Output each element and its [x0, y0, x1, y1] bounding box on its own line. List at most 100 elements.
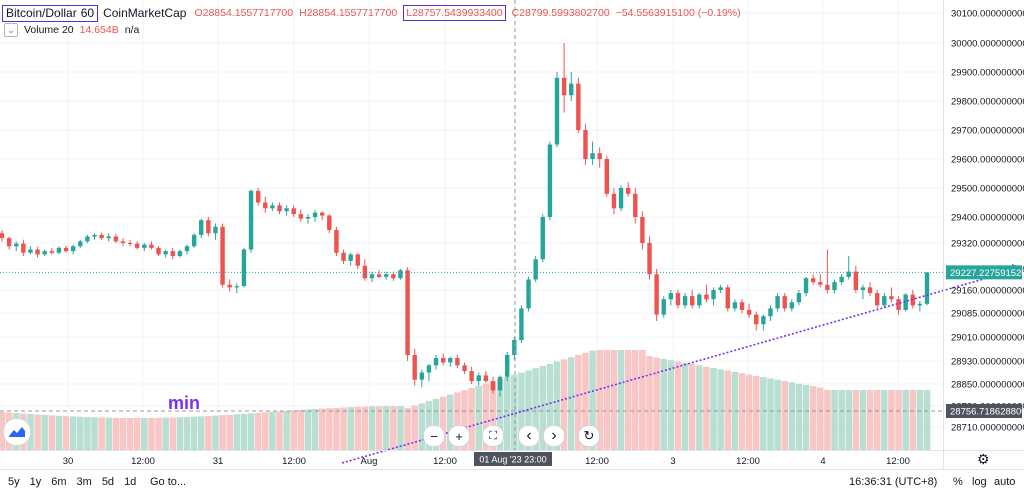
- volume-bar: [923, 390, 931, 450]
- candle-body: [234, 286, 240, 288]
- time-tick-label: 30: [63, 456, 74, 467]
- high-value: H28854.1557717700: [299, 7, 398, 19]
- price-tick-label: 28850.0000000000: [951, 380, 1024, 391]
- grid: [0, 0, 943, 450]
- last-price-label: 29227.2275915200: [950, 268, 1024, 279]
- percent-button[interactable]: %: [953, 476, 963, 488]
- range-1y[interactable]: 1y: [29, 476, 42, 488]
- candle-body: [846, 271, 851, 277]
- candle-body: [277, 205, 282, 212]
- scroll-left-button[interactable]: ‹: [518, 425, 540, 447]
- candle-body: [825, 284, 830, 290]
- candle-body: [576, 83, 581, 130]
- volume-bar: [447, 394, 454, 450]
- candle-body: [718, 287, 723, 290]
- candle-body: [604, 159, 610, 194]
- candle-body: [35, 249, 40, 255]
- price-tick-label: 28930.0000000000: [951, 357, 1024, 368]
- candle-body: [142, 244, 147, 248]
- volume-value: 14.654B: [79, 24, 119, 36]
- candle-body: [540, 217, 545, 260]
- range-5d[interactable]: 5d: [101, 476, 115, 488]
- volume-bar: [752, 375, 760, 450]
- candle-body: [412, 355, 417, 380]
- symbol-box[interactable]: Bitcoin/Dollar 60: [2, 4, 99, 22]
- candle-body: [455, 358, 460, 366]
- candle-body: [803, 278, 809, 294]
- close-value: C28799.5993802700: [511, 7, 610, 19]
- candle-body: [874, 293, 880, 306]
- reset-zoom-button[interactable]: ⛶: [482, 425, 504, 447]
- candlestick-series: [0, 43, 930, 397]
- candle-body: [533, 259, 538, 280]
- volume-bar: [432, 399, 440, 450]
- volume-bar: [318, 408, 326, 450]
- tradingview-logo-icon[interactable]: [3, 418, 31, 446]
- volume-bar: [162, 417, 169, 450]
- candle-body: [668, 293, 674, 300]
- price-tick-label: 29800.0000000000: [951, 97, 1024, 108]
- gear-icon[interactable]: ⚙: [977, 451, 990, 467]
- candle-body: [156, 247, 161, 255]
- candle-body: [6, 238, 12, 247]
- volume-bar: [283, 410, 290, 450]
- candle-body: [490, 381, 496, 391]
- volume-bar: [859, 390, 867, 450]
- volume-bar: [475, 385, 482, 450]
- clock[interactable]: 16:36:31 (UTC+8): [849, 476, 938, 488]
- candle-body: [99, 234, 104, 239]
- candle-body: [56, 247, 62, 253]
- range-3m[interactable]: 3m: [76, 476, 92, 488]
- volume-bar: [212, 415, 219, 450]
- candle-body: [853, 271, 859, 290]
- range-6m[interactable]: 6m: [51, 476, 67, 488]
- volume-bar: [610, 350, 618, 450]
- time-tick-label: 12:00: [433, 456, 457, 467]
- candle-body: [362, 265, 368, 279]
- candle-body: [14, 243, 19, 247]
- volume-bar: [468, 388, 475, 450]
- candle-body: [78, 241, 83, 247]
- goto-button[interactable]: Go to...: [150, 476, 187, 488]
- volume-bar: [539, 366, 547, 450]
- range-1d[interactable]: 1d: [124, 476, 137, 488]
- volume-bar: [688, 364, 696, 450]
- price-tick-label: 30000.0000000000: [951, 39, 1024, 50]
- volume-bar: [696, 365, 703, 450]
- volume-bar: [290, 410, 297, 450]
- volume-bar: [91, 417, 98, 450]
- candle-body: [746, 309, 752, 315]
- range-5y[interactable]: 5y: [8, 476, 20, 488]
- interval-label: 60: [80, 6, 95, 20]
- candle-body: [49, 251, 55, 253]
- volume-bar: [326, 408, 333, 450]
- scroll-right-button[interactable]: ›: [543, 425, 565, 447]
- candle-body: [163, 251, 168, 255]
- auto-button[interactable]: auto: [994, 476, 1016, 488]
- candle-body: [903, 294, 908, 310]
- volume-bar: [34, 414, 41, 450]
- min-price-box: [946, 404, 1022, 418]
- candle-body: [661, 299, 666, 315]
- volume-bar: [632, 350, 639, 450]
- candle-body: [896, 299, 901, 310]
- candle-body: [682, 296, 688, 306]
- price-tick-label: 29900.0000000000: [951, 68, 1024, 79]
- zoom-out-button[interactable]: −: [423, 425, 445, 447]
- volume-bar: [560, 359, 568, 450]
- candle-body: [583, 130, 588, 159]
- candle-body: [689, 296, 695, 306]
- zoom-in-button[interactable]: +: [448, 425, 470, 447]
- volume-bar: [902, 390, 909, 450]
- volume-bar: [55, 415, 63, 450]
- candle-body: [448, 358, 453, 363]
- log-button[interactable]: log: [972, 476, 987, 488]
- last-price-box: [946, 265, 1022, 280]
- volume-bar: [496, 379, 504, 450]
- candle-body: [348, 254, 353, 261]
- change-value: −54.5563915100 (−0.19%): [615, 7, 741, 19]
- refresh-button[interactable]: ↻: [578, 425, 600, 447]
- chevron-down-icon[interactable]: ⌄: [4, 23, 18, 37]
